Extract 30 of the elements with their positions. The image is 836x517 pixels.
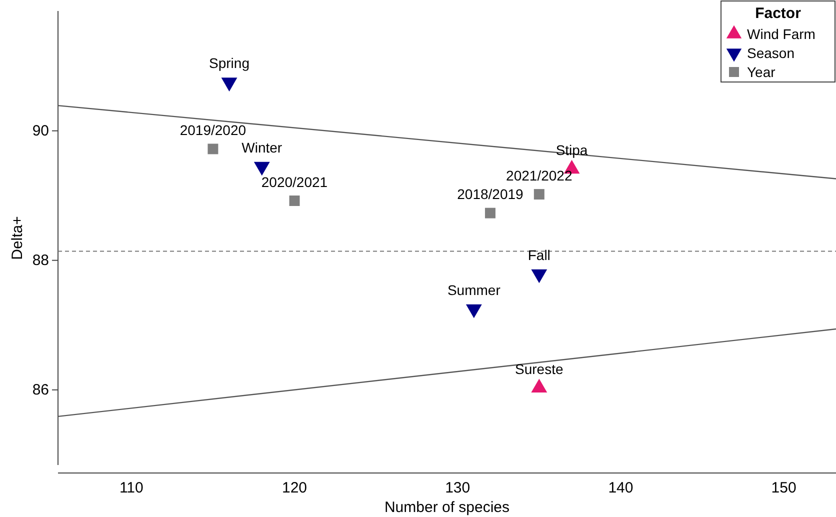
y-tick-label: 90 [32,122,49,140]
point [221,78,238,92]
x-tick-label: 140 [608,480,634,497]
point [289,196,300,206]
x-tick-label: 120 [282,480,308,497]
point [534,189,544,200]
x-tick-label: 110 [119,480,144,497]
point [208,144,218,154]
y-tick-label: 88 [32,252,49,270]
annotation: Sureste [515,360,564,377]
annotation: 2019/2020 [180,122,246,138]
y-axis-title: Delta+ [9,216,26,260]
x-tick-label: 150 [771,480,796,497]
legend-label: Year [747,64,776,80]
annotation: 2018/2019 [457,186,524,202]
annotation: Winter [242,139,282,156]
legend-title: Factor [755,5,802,22]
legend-label: Season [747,45,794,61]
annotation: Fall [528,246,550,263]
annotation: Spring [209,55,250,72]
y-tick-label: 86 [32,382,49,399]
annotation: 2021/2022 [506,167,572,184]
annotation: Stipa [556,142,588,158]
point [484,208,496,218]
x-tick-label: 130 [445,480,470,497]
x-axis-title: Number of species [384,499,510,516]
annotation: 2020/2021 [261,174,328,190]
point [531,378,548,393]
annotation: Summer [447,282,501,298]
legend-label: Wind Farm [747,26,816,42]
